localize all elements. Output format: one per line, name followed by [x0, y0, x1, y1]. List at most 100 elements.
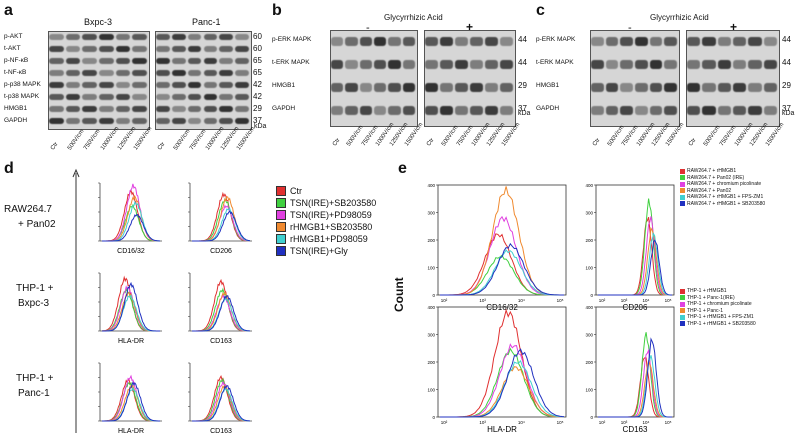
c-band: [591, 37, 604, 46]
d-row1-line1: RAW264.7: [4, 204, 52, 215]
histogram-curve: [192, 210, 251, 242]
d-axis-label: CD163: [210, 428, 232, 435]
histogram-curve: [440, 348, 565, 418]
c-band: [635, 83, 648, 92]
histogram-curve: [192, 380, 250, 422]
a-band: [235, 34, 249, 40]
a-band: [203, 34, 218, 40]
a-band: [49, 70, 64, 76]
e-legend-item: THP-1 + Panc-1(IRE): [680, 295, 735, 301]
a-band: [219, 94, 234, 100]
d-axis-label: HLA-DR: [118, 428, 144, 435]
c-band: [605, 37, 619, 46]
e-legend-label: THP-1 + Panc-1: [687, 307, 723, 314]
gly-title-c: Glycyrrhizic Acid: [650, 13, 709, 22]
b-band: [500, 60, 513, 69]
c-mw-label: 29: [782, 81, 791, 90]
a-mw-label: 65: [253, 56, 262, 65]
a-band: [171, 94, 186, 100]
b-band: [388, 60, 401, 69]
legend-swatch: [276, 222, 286, 232]
a-band: [171, 82, 186, 88]
a-band: [49, 34, 64, 40]
histogram-curve: [192, 287, 250, 332]
b-band: [485, 106, 498, 115]
c-band: [649, 37, 663, 46]
a-row-label: p-NF-κB: [4, 57, 29, 64]
d-axis-label: CD16/32: [117, 248, 145, 255]
a-band: [171, 46, 186, 52]
a-mw-label: 42: [253, 80, 262, 89]
a-band: [82, 58, 97, 64]
a-band: [187, 94, 202, 100]
b-band: [485, 60, 498, 69]
a-band: [235, 82, 249, 88]
legend-swatch: [680, 288, 685, 294]
e-legend-item: RAW264.7 + rHMGB1: [680, 168, 736, 174]
e-axis-label: CD16/32: [486, 303, 518, 312]
panel-e-histograms: 0 100 200 300 400 10² 10³ 10⁴ 10⁵ CD16/32 0 100 200 3…: [427, 183, 675, 434]
a-band: [156, 82, 170, 88]
c-band: [687, 60, 701, 69]
legend-swatch: [680, 308, 685, 313]
a-band: [235, 58, 249, 64]
histogram-curve: [598, 332, 672, 418]
c-band: [733, 83, 747, 92]
d-axis-label: CD206: [210, 248, 232, 255]
a-band: [235, 46, 249, 52]
b-band: [455, 83, 468, 92]
e-ytick: 100: [585, 266, 593, 271]
a-band: [99, 46, 114, 52]
panel-label-c: c: [536, 2, 545, 19]
a-band: [115, 34, 131, 40]
e-legend-item: RAW264.7 + rHMGB1 + SB203580: [680, 201, 765, 207]
e-legend-label: THP-1 + rHMGB1 + FPS-ZM1: [687, 314, 754, 320]
e-legend-label: THP-1 + rHMGB1: [687, 288, 727, 294]
a-mw-label: 60: [253, 44, 262, 53]
c-band: [717, 37, 731, 46]
c-band: [702, 37, 716, 46]
e-legend-label: RAW264.7 + rHMGB1 + SB203580: [687, 200, 766, 207]
a-band: [171, 118, 186, 124]
a-band: [65, 46, 81, 52]
c-lane-label: Ctr: [592, 137, 602, 148]
c-band: [620, 60, 633, 69]
a-band: [132, 70, 147, 76]
a-mw-label: 37: [253, 116, 262, 125]
e-legend-item: THP-1 + rHMGB1 + SB203580: [680, 321, 756, 327]
e-axis-label: CD206: [623, 303, 648, 312]
e-legend-item: RAW264.7 + Pan02: [680, 188, 731, 194]
c-band: [687, 106, 701, 115]
c-band: [591, 106, 604, 115]
b-band: [500, 83, 513, 92]
a-band: [65, 82, 81, 88]
a-band: [156, 58, 170, 64]
e-xtick: 10⁴: [518, 298, 525, 303]
e-axis-label: CD163: [623, 425, 648, 434]
b-band: [374, 106, 387, 115]
c-band: [717, 106, 731, 115]
histogram-curve: [102, 200, 161, 242]
d-legend-item: TSN(IRE)+SB203580: [276, 198, 376, 208]
b-band: [345, 83, 358, 92]
c-band: [635, 37, 648, 46]
c-band: [620, 37, 633, 46]
a-band: [82, 82, 97, 88]
c-mw-label: 37: [782, 104, 791, 113]
c-band: [635, 60, 648, 69]
b-band: [440, 106, 453, 115]
b-band: [425, 37, 438, 46]
d-legend-label: TSN(IRE)+Gly: [290, 246, 348, 256]
e-legend-item: RAW264.7 + rHMGB1 + FPS-ZM1: [680, 194, 763, 200]
a-band: [132, 118, 147, 124]
c-band: [702, 83, 716, 92]
c-band: [717, 83, 731, 92]
a-band: [65, 58, 81, 64]
e-xtick: 10⁴: [643, 298, 650, 303]
c-mw-label: 44: [782, 35, 791, 44]
e-legend-label: THP-1 + chromium picolinate: [687, 301, 752, 307]
e-ytick: 300: [585, 211, 593, 216]
a-band: [187, 118, 202, 124]
e-xtick: 10³: [621, 298, 628, 303]
a-band: [156, 34, 170, 40]
